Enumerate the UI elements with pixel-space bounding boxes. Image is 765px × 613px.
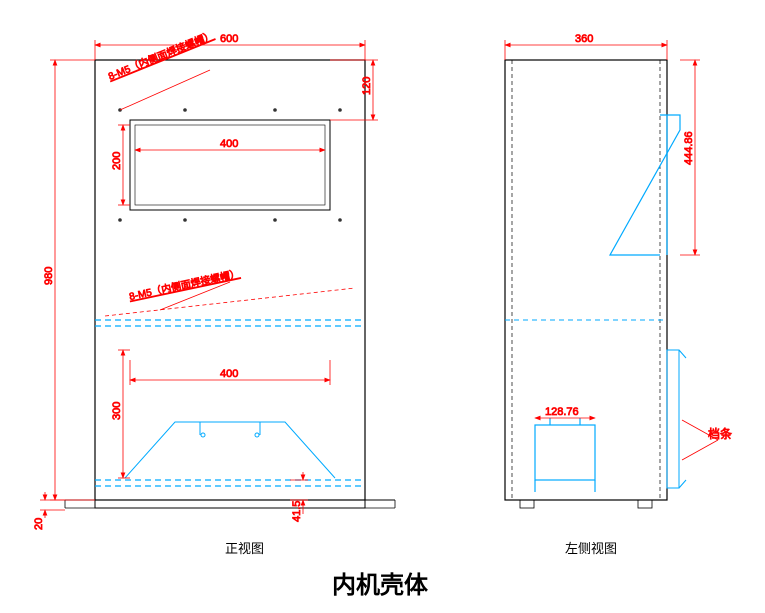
dim-400b: 400 <box>220 368 238 380</box>
dim-120: 120 <box>361 77 373 95</box>
front-body <box>65 60 395 508</box>
dim-128: 128.76 <box>545 406 579 418</box>
side-view-label: 左侧视图 <box>565 538 617 557</box>
side-body <box>505 60 686 508</box>
dim-300: 300 <box>111 402 123 420</box>
dim-444: 444.86 <box>683 131 695 165</box>
note-lower: 8-M5（内侧面焊接螺帽） <box>128 267 241 303</box>
annotation-dangtiao: 档条 <box>708 427 732 441</box>
side-dimensions: 360 444.86 128.76 档条 <box>505 33 732 460</box>
side-view-drawing: 360 444.86 128.76 档条 <box>450 20 750 560</box>
dim-600: 600 <box>220 33 238 45</box>
dim-20: 20 <box>33 518 45 530</box>
dim-980: 980 <box>43 267 55 285</box>
front-dimensions: 600 980 120 400 200 400 300 20 41.5 <box>33 28 378 530</box>
front-view-drawing: 600 980 120 400 200 400 300 20 41.5 <box>10 20 440 560</box>
main-title: 内机壳体 <box>332 565 428 600</box>
dim-200: 200 <box>111 152 123 170</box>
front-view-label: 正视图 <box>225 538 264 557</box>
dim-360: 360 <box>575 33 593 45</box>
dim-41-5: 41.5 <box>291 501 303 522</box>
dim-400a: 400 <box>220 138 238 150</box>
